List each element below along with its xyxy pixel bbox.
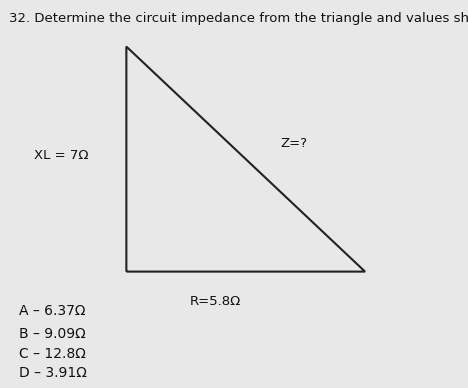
- Text: Z=?: Z=?: [281, 137, 308, 150]
- Text: C – 12.8Ω: C – 12.8Ω: [19, 347, 86, 361]
- Text: B – 9.09Ω: B – 9.09Ω: [19, 327, 86, 341]
- Text: 32. Determine the circuit impedance from the triangle and values shown below.: 32. Determine the circuit impedance from…: [9, 12, 468, 25]
- Text: A – 6.37Ω: A – 6.37Ω: [19, 304, 85, 318]
- Text: R=5.8Ω: R=5.8Ω: [190, 295, 241, 308]
- Text: D – 3.91Ω: D – 3.91Ω: [19, 366, 87, 380]
- Text: XL = 7Ω: XL = 7Ω: [35, 149, 89, 162]
